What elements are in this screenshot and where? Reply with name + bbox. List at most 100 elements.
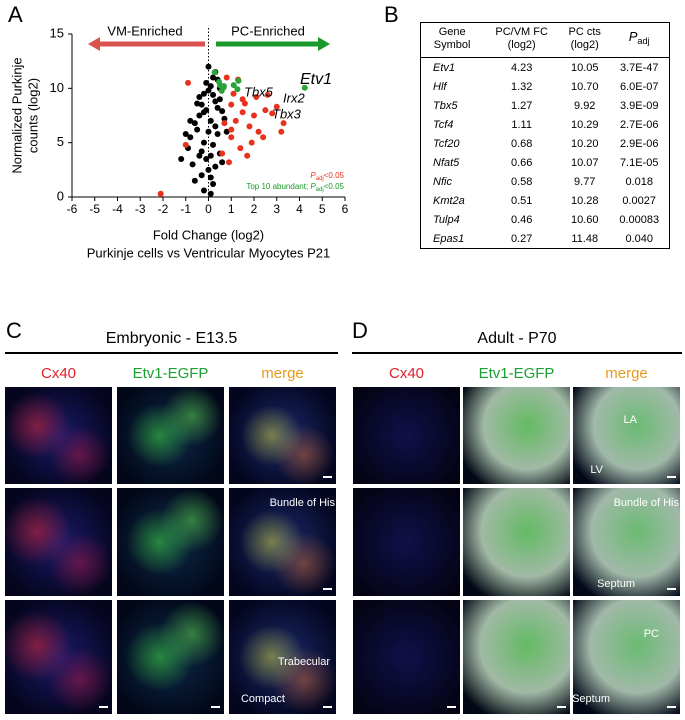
chart: -6 -5 -4 -3 -2 -1 0 1 2 3 4 5 6 0 5 10 15 Fold Change (lo…	[9, 23, 349, 260]
point	[211, 69, 218, 76]
point	[234, 86, 241, 93]
point	[196, 112, 203, 119]
panel-label: D	[352, 318, 368, 343]
column-label: merge	[261, 365, 304, 382]
table-cell: Tbx5	[433, 99, 458, 112]
legend-text: P	[310, 171, 316, 180]
point	[264, 91, 271, 98]
header-text: PC cts	[568, 26, 601, 38]
point	[205, 166, 212, 173]
point	[191, 120, 198, 127]
point	[251, 112, 257, 119]
table-cell: Hlf	[433, 80, 447, 93]
panel-title: Embryonic - E13.5	[105, 330, 238, 347]
scale-bar	[667, 588, 676, 590]
image-label: Trabecular	[277, 656, 330, 668]
point	[225, 159, 232, 166]
micrograph	[573, 488, 680, 596]
arrow-label: VM-Enriched	[107, 23, 182, 38]
table-cell: 10.07	[570, 156, 599, 169]
x-tick-label: 6	[342, 202, 349, 216]
micrograph	[229, 488, 336, 596]
legend-text: adj	[316, 176, 324, 182]
point	[194, 100, 201, 107]
table-cell: 0.58	[510, 175, 533, 188]
table-cell: 0.66	[510, 156, 533, 169]
point	[228, 134, 235, 141]
point	[273, 103, 280, 110]
column-label: merge	[605, 365, 648, 382]
point	[182, 141, 189, 148]
table-cell: 0.040	[625, 232, 653, 245]
header-cell: Padj	[609, 22, 670, 58]
micrograph	[353, 600, 460, 714]
point	[278, 128, 285, 135]
table-cell: 10.70	[570, 80, 599, 93]
point	[223, 128, 230, 135]
image-label: LV	[590, 464, 603, 476]
y-axis-label: Normalized Purkinje	[9, 57, 24, 173]
micrograph	[353, 488, 460, 596]
x-tick-label: 1	[228, 202, 235, 216]
table-cell: 10.28	[570, 194, 599, 207]
scale-bar	[667, 476, 676, 478]
table-row: Tcf20 0.68 10.20 2.9E-06	[421, 134, 670, 153]
table-cell: 0.0027	[622, 194, 657, 207]
point	[185, 79, 192, 86]
table-row: Hlf 1.32 10.70 6.0E-07	[421, 77, 670, 96]
header-cell: PC cts (log2)	[560, 22, 610, 58]
point	[207, 174, 214, 181]
point	[219, 150, 226, 157]
point	[214, 130, 221, 137]
point	[232, 117, 239, 124]
table-cell: 9.92	[574, 99, 596, 112]
column-label: Cx40	[40, 365, 77, 382]
table-cell: 1.32	[510, 80, 533, 93]
arrow-head	[318, 37, 330, 51]
point	[187, 117, 194, 124]
point	[237, 145, 244, 152]
y-tick-label: 0	[57, 188, 64, 203]
table-cell: 1.11	[511, 118, 532, 131]
point	[230, 90, 237, 97]
header-text: Gene	[438, 26, 466, 38]
point	[219, 108, 226, 115]
table-row: Nfat5 0.66 10.07 7.1E-05	[421, 153, 670, 172]
header-cell: PC/VM FC (log2)	[483, 22, 561, 58]
micrograph	[573, 600, 680, 714]
point	[205, 128, 212, 135]
point	[228, 126, 235, 133]
table-cell: 11.48	[571, 232, 599, 245]
point	[207, 190, 214, 197]
scale-bar	[667, 706, 676, 708]
y-tick-label: 15	[50, 25, 64, 40]
x-tick-label: 5	[319, 202, 326, 216]
table-cell: 1.27	[510, 99, 533, 112]
annotation: Tbx5	[244, 84, 274, 99]
table-row: Nfic 0.58 9.77 0.018	[421, 172, 670, 191]
point	[189, 161, 196, 168]
x-tick-label: 0	[205, 202, 212, 216]
panel-label: A	[8, 2, 23, 27]
legend-text: <0.05	[324, 171, 345, 180]
micrograph	[117, 600, 224, 714]
header-text: adj	[637, 36, 650, 47]
point	[212, 98, 219, 105]
point	[253, 94, 260, 101]
point	[214, 104, 221, 111]
table-row: Kmt2a 0.51 10.28 0.0027	[421, 191, 670, 210]
panel-label: C	[6, 318, 22, 343]
point	[219, 159, 226, 166]
micrograph	[5, 387, 112, 484]
header-text: PC/VM FC	[495, 26, 548, 38]
scale-bar	[323, 588, 332, 590]
gene-table: Gene Symbol PC/VM FC (log2) PC cts (log2) Padj…	[420, 22, 670, 249]
point	[210, 74, 217, 81]
point	[210, 91, 217, 98]
micrograph	[229, 387, 336, 484]
point	[262, 107, 269, 114]
table-cell: 0.00083	[619, 213, 660, 226]
annotation: Tbx3	[272, 106, 302, 121]
image-label: PC	[643, 628, 659, 640]
